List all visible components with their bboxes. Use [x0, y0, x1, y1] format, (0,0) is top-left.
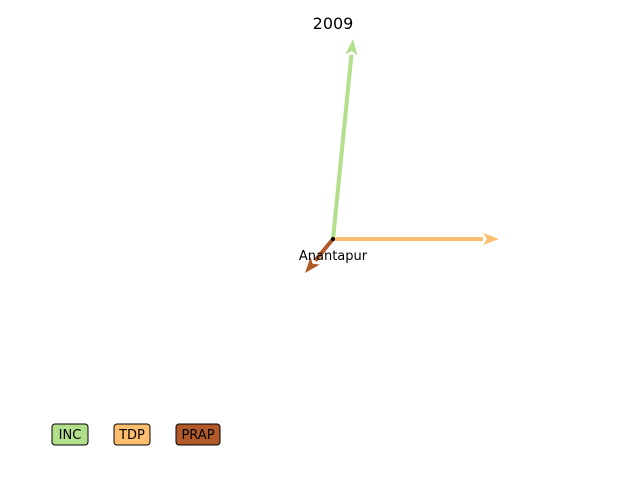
- legend-label-inc: INC: [59, 428, 82, 443]
- arrow-head-prap: [305, 256, 320, 273]
- legend-label-prap: PRAP: [181, 428, 214, 443]
- chart-title: 2009: [313, 14, 354, 33]
- legend-item-prap: PRAP: [175, 423, 221, 446]
- vector-arrows: [305, 39, 499, 273]
- arrow-tdp: [333, 233, 499, 245]
- legend-swatch-tdp: [113, 423, 151, 446]
- legend-label-tdp: TDP: [118, 428, 145, 443]
- legend: INC TDP PRAP: [51, 423, 221, 446]
- origin-point: [331, 237, 335, 241]
- arrow-shaft-prap: [313, 237, 335, 262]
- arrow-inc: [331, 39, 358, 240]
- legend-item-inc: INC: [51, 423, 89, 446]
- legend-item-tdp: TDP: [113, 423, 151, 446]
- origin-label: Anantapur: [299, 249, 368, 264]
- arrow-shaft-inc: [331, 54, 354, 240]
- legend-swatch-inc: [51, 423, 89, 446]
- legend-swatch-prap: [175, 423, 221, 446]
- arrow-head-tdp: [483, 233, 499, 245]
- arrow-head-inc: [345, 39, 358, 56]
- arrow-prap: [305, 237, 335, 273]
